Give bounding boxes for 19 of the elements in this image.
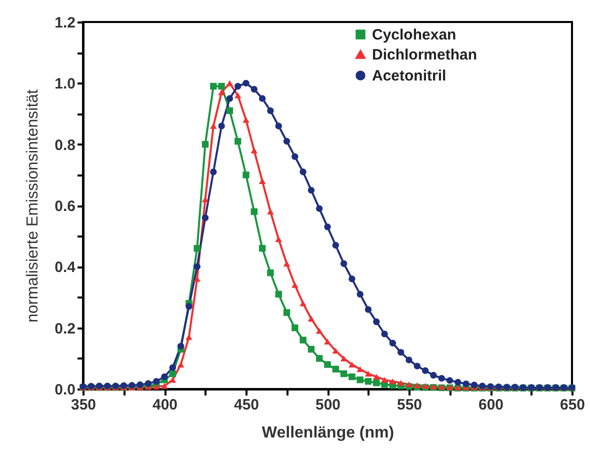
x-tick-label: 350 [70, 396, 96, 414]
x-tick-label: 650 [560, 396, 586, 414]
legend-label: Dichlormethan [372, 46, 478, 64]
x-axis-title: Wellenlänge (nm) [262, 424, 394, 442]
y-axis-title: normalisierte Emissionsintensität [24, 88, 42, 322]
x-tick-label: 550 [396, 396, 422, 414]
y-tick-label: 0.6 [54, 198, 76, 215]
legend-label: Cyclohexan [372, 26, 456, 44]
y-tick-label: 0.2 [54, 320, 76, 338]
y-tick-label: 1.2 [54, 14, 76, 32]
legend-label: Acetonitril [372, 68, 446, 84]
x-tick-label: 500 [315, 396, 341, 414]
x-tick-label: 600 [478, 396, 504, 414]
y-tick-label: 0.0 [54, 382, 76, 398]
x-tick-label: 400 [152, 396, 178, 414]
x-tick-label: 450 [234, 396, 260, 414]
y-tick-label: 0.8 [54, 136, 76, 154]
y-tick-label: 1.0 [54, 76, 76, 93]
y-tick-label: 0.4 [54, 259, 76, 276]
